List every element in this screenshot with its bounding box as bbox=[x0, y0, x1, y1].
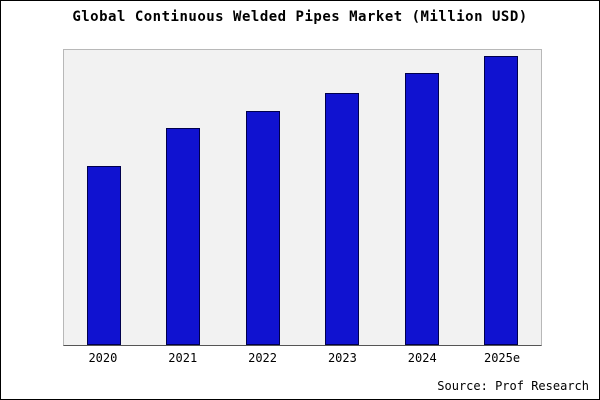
x-tick-label-2024: 2024 bbox=[407, 351, 437, 365]
bar-slot-2021 bbox=[144, 50, 224, 345]
bar-slot-2023 bbox=[303, 50, 383, 345]
bar-slot-2024 bbox=[382, 50, 462, 345]
x-axis-labels: 2020 2021 2022 2023 2024 2025e bbox=[63, 351, 542, 365]
source-text: Source: Prof Research bbox=[437, 379, 589, 393]
x-tick-label-2021: 2021 bbox=[168, 351, 198, 365]
bar-2023 bbox=[325, 93, 360, 345]
bar-2024 bbox=[404, 73, 439, 345]
x-tick-label-2025e: 2025e bbox=[483, 351, 521, 365]
bar-slot-2020 bbox=[64, 50, 144, 345]
x-tick-label-2022: 2022 bbox=[248, 351, 278, 365]
chart-title: Global Continuous Welded Pipes Market (M… bbox=[72, 9, 528, 25]
bar-2022 bbox=[245, 110, 280, 345]
bar-2025e bbox=[484, 55, 519, 345]
plot-area bbox=[63, 49, 542, 346]
x-tick-label-2023: 2023 bbox=[327, 351, 357, 365]
x-tick-label-2020: 2020 bbox=[88, 351, 118, 365]
bar-slot-2025e bbox=[462, 50, 542, 345]
bar-2021 bbox=[166, 128, 201, 345]
bar-slot-2022 bbox=[223, 50, 303, 345]
bar-series bbox=[64, 50, 541, 345]
bar-2020 bbox=[86, 165, 121, 345]
